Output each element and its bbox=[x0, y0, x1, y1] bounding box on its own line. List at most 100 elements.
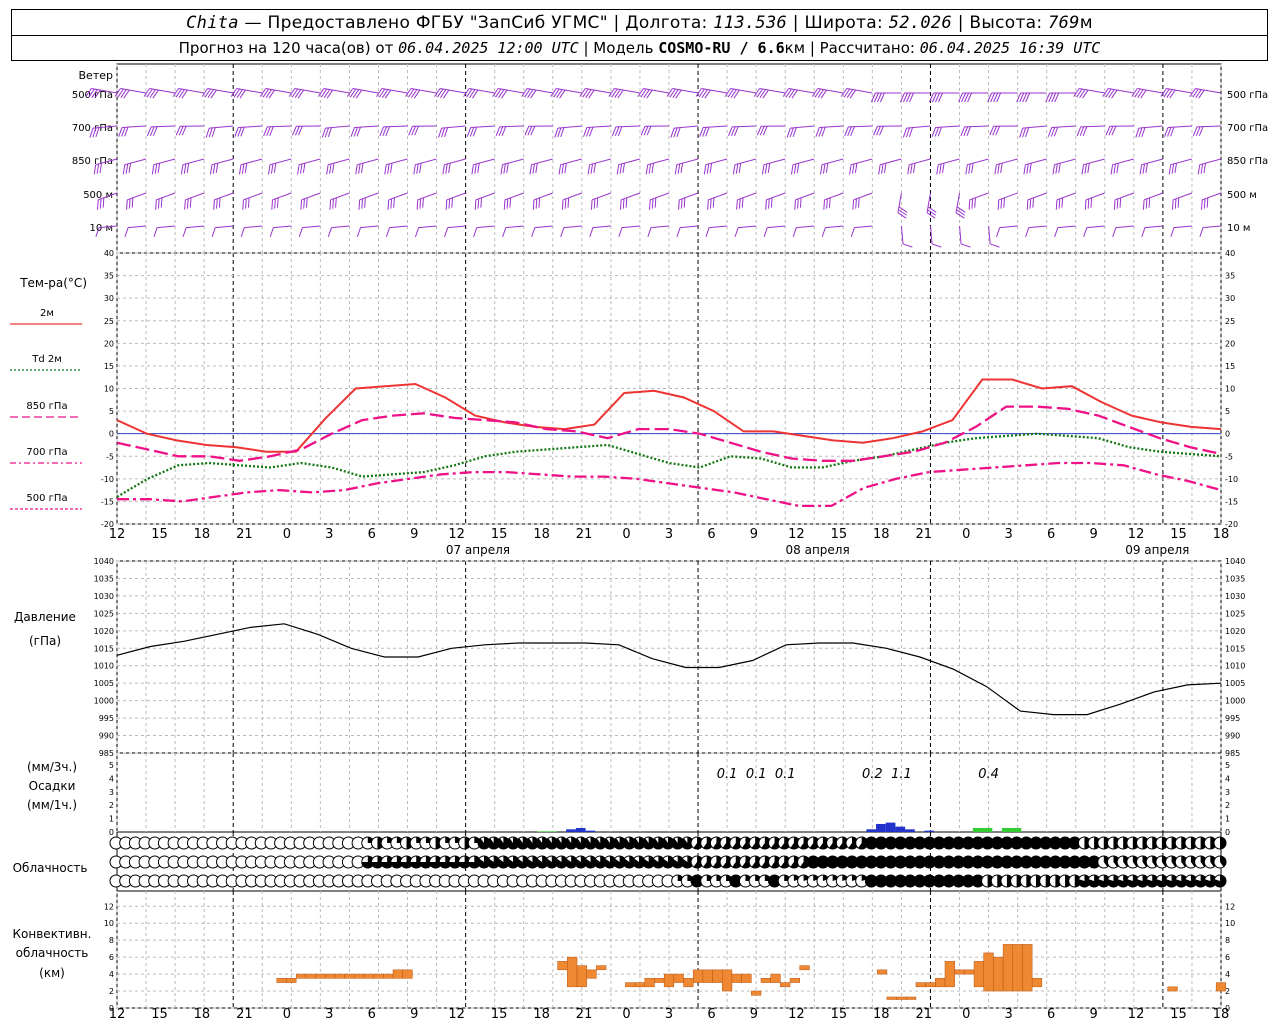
cloud-cover-fill bbox=[875, 856, 888, 868]
wind-barb-850hpa bbox=[529, 158, 553, 175]
wind-barb-10m bbox=[959, 225, 971, 248]
pressure-ytick-right: 1000 bbox=[1225, 697, 1245, 706]
precip-total-label: 0.1 bbox=[775, 767, 796, 782]
wind-barb-500hpa bbox=[143, 87, 176, 99]
temp-panel-title: Тем-ра(°C) bbox=[19, 276, 87, 290]
wind-barb-feather bbox=[503, 199, 506, 210]
precip-bar bbox=[566, 829, 576, 832]
wind-barb-staff bbox=[1080, 125, 1105, 128]
conv-cloud-bar bbox=[295, 973, 307, 979]
precip-unit-1h: (мм/1ч.) bbox=[27, 798, 77, 812]
wind-barb-feather bbox=[616, 164, 620, 175]
wind-barb-feather bbox=[530, 89, 537, 99]
wind-barb-staff bbox=[557, 125, 582, 129]
conv-cloud-bar bbox=[354, 973, 365, 979]
cloud-cover-fill bbox=[991, 837, 1004, 849]
time-tick-label-bottom: 0 bbox=[283, 1007, 291, 1022]
wind-barb-staff bbox=[149, 87, 176, 94]
wind-barb-feather bbox=[1177, 197, 1180, 208]
cloud-cover-fill bbox=[829, 837, 839, 849]
wind-barb-500m bbox=[300, 192, 321, 210]
wind-barb-700hpa bbox=[350, 125, 379, 137]
wind-barb-850hpa bbox=[965, 158, 989, 175]
precip-bar bbox=[876, 823, 886, 832]
wind-barb-feather bbox=[792, 227, 797, 238]
wind-barb-feather bbox=[728, 126, 733, 137]
wind-barb-feather bbox=[1061, 197, 1064, 208]
cloud-cover-fill bbox=[478, 837, 491, 849]
wind-barb-500m bbox=[794, 192, 815, 210]
cloud-cover-fill bbox=[913, 856, 926, 868]
wind-barb-staff bbox=[122, 125, 147, 128]
precip-ytick-right: 1 bbox=[1225, 815, 1230, 824]
wind-panel-frame bbox=[116, 63, 1222, 254]
wind-barb-feather bbox=[234, 127, 239, 137]
wind-barb-850hpa bbox=[413, 158, 437, 175]
wind-barb-staff bbox=[211, 158, 234, 166]
date-label: 07 апреля bbox=[446, 543, 510, 557]
wind-barb-feather bbox=[524, 88, 531, 98]
wind-barb-feather bbox=[1081, 164, 1085, 175]
wind-barb-feather bbox=[230, 88, 238, 97]
wind-barb-feather bbox=[1203, 198, 1206, 209]
wind-barb-feather bbox=[96, 163, 100, 174]
wind-barb-staff bbox=[534, 225, 553, 229]
cloud-cover-fill bbox=[865, 856, 878, 868]
wind-barb-500m bbox=[213, 192, 234, 210]
longitude-value: 113.536 bbox=[713, 13, 788, 33]
elevation-value: 769 bbox=[1048, 13, 1080, 33]
wind-barb-feather bbox=[764, 163, 768, 174]
temp-ytick-left: -5 bbox=[106, 452, 114, 461]
wind-barb-feather bbox=[151, 164, 155, 175]
wind-barb-staff bbox=[759, 87, 786, 94]
wind-barb-feather bbox=[182, 227, 187, 238]
pressure-ytick-right: 1035 bbox=[1225, 574, 1245, 583]
model-label: | Модель bbox=[578, 39, 659, 57]
wind-barb-feather bbox=[1171, 163, 1175, 174]
conv-cloud-bar bbox=[383, 973, 394, 979]
time-tick-label-bottom: 18 bbox=[194, 1007, 211, 1022]
cloud-cover-fill bbox=[381, 856, 394, 868]
wind-barb-feather bbox=[965, 164, 968, 175]
wind-barb-500hpa bbox=[463, 87, 495, 99]
wind-barb-feather bbox=[1192, 88, 1199, 98]
wind-barb-staff bbox=[996, 158, 1018, 166]
wind-barb-10m bbox=[385, 225, 408, 238]
wind-barb-feather bbox=[906, 92, 911, 103]
precip-total-label: 0.2 bbox=[862, 767, 883, 782]
wind-barb-staff bbox=[209, 125, 234, 129]
wind-barb-feather bbox=[271, 199, 274, 210]
wind-barb-feather bbox=[297, 89, 305, 99]
elevation-unit: м bbox=[1079, 13, 1093, 33]
wind-barb-staff bbox=[476, 225, 495, 229]
cloud-cover-fill bbox=[836, 856, 849, 868]
conv-cloud-bar bbox=[596, 965, 607, 971]
pressure-ytick-left: 990 bbox=[99, 732, 114, 741]
wind-barb-feather bbox=[738, 163, 742, 173]
wind-barb-700hpa bbox=[583, 125, 611, 137]
wind-barb-10m bbox=[763, 225, 786, 238]
wind-barb-850hpa bbox=[238, 158, 263, 175]
wind-barb-feather bbox=[677, 163, 681, 174]
wind-barb-feather bbox=[994, 164, 997, 175]
wind-barb-feather bbox=[183, 163, 187, 174]
wind-barb-feather bbox=[785, 88, 793, 98]
wind-barb-staff bbox=[240, 158, 263, 166]
pressure-ytick-right: 1030 bbox=[1225, 592, 1245, 601]
wind-barb-feather bbox=[1084, 199, 1087, 210]
cloud-cover-fill bbox=[971, 875, 984, 887]
cloud-cover-fill bbox=[1039, 837, 1052, 849]
time-tick-label-bottom: 15 bbox=[1170, 1007, 1187, 1022]
wind-barb-feather bbox=[1102, 88, 1109, 97]
wind-barb-feather bbox=[270, 163, 274, 174]
wind-barb-feather bbox=[498, 126, 504, 137]
time-tick-label-bottom: 21 bbox=[236, 1007, 253, 1022]
precip-bar bbox=[885, 822, 896, 832]
wind-barb-staff bbox=[273, 225, 292, 229]
wind-barb-feather bbox=[414, 227, 420, 238]
cloud-cover-fill bbox=[516, 837, 529, 849]
wind-barb-500hpa bbox=[492, 87, 524, 99]
time-tick-label-bottom: 0 bbox=[962, 1007, 970, 1022]
wind-barb-feather bbox=[550, 88, 557, 97]
wind-barb-feather bbox=[1026, 163, 1029, 174]
